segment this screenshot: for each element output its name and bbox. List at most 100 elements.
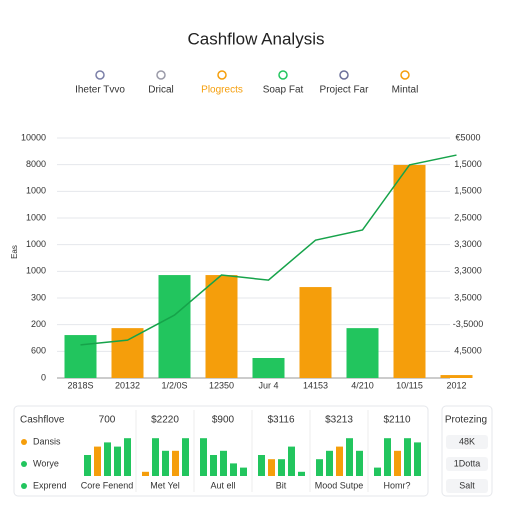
chart-title: Cashflow Analysis	[187, 29, 324, 48]
side-item: 48K	[459, 436, 475, 446]
panel-header: $900	[212, 415, 235, 426]
y2-tick-label: 4,5000	[454, 346, 482, 356]
summary-legend-marker	[21, 439, 27, 445]
mini-bar	[84, 455, 91, 476]
mini-bar	[162, 450, 169, 476]
side-pill	[446, 435, 488, 449]
x-tick-label: 2818S	[67, 380, 93, 390]
y-tick-label: 10000	[21, 132, 46, 142]
panel-label: Mood Sutpe	[315, 480, 364, 490]
panel-header: $3213	[325, 415, 353, 426]
mini-bar	[114, 446, 121, 476]
panel-header: $2220	[151, 415, 179, 426]
legend-label: Plogrects	[201, 85, 243, 96]
side-item: Salt	[459, 480, 475, 490]
bar	[393, 164, 426, 378]
legend-marker	[156, 70, 166, 80]
legend-label: Iheter Tvvo	[75, 85, 125, 96]
mini-bar	[414, 442, 421, 476]
y-tick-label: 1000	[26, 186, 46, 196]
y-tick-label: 8000	[26, 159, 46, 169]
mini-bar	[220, 450, 227, 476]
mini-bar	[240, 467, 247, 476]
bar	[64, 335, 97, 378]
y-tick-label: 0	[41, 372, 46, 382]
mini-bar	[124, 438, 131, 476]
x-tick-label: 4/210	[351, 380, 374, 390]
x-tick-label: 2012	[446, 380, 466, 390]
summary-legend-marker	[21, 461, 27, 467]
mini-bar	[394, 450, 401, 476]
mini-bar	[356, 450, 363, 476]
legend-marker	[217, 70, 227, 80]
legend-marker	[95, 70, 105, 80]
x-tick-label: 10/115	[396, 380, 423, 390]
legend-marker	[339, 70, 349, 80]
mini-bar	[374, 467, 381, 476]
mini-bar	[316, 459, 323, 476]
summary-legend-label: Dansis	[33, 436, 61, 446]
mini-bar	[152, 438, 159, 476]
summary-legend-marker	[21, 483, 27, 489]
mini-bar	[94, 446, 101, 476]
summary-legend-label: Worye	[33, 458, 59, 468]
x-tick-label: 1/2/0S	[161, 380, 187, 390]
bar	[111, 328, 144, 378]
mini-bar	[230, 463, 237, 476]
y2-tick-label: 2,5000	[454, 212, 482, 222]
side-pill	[446, 457, 488, 471]
y2-tick-label: 3,5000	[454, 292, 482, 302]
side-card	[441, 405, 493, 497]
bar	[346, 328, 379, 378]
mini-bar	[268, 459, 275, 476]
panel-header: $3116	[267, 415, 295, 426]
panel-label: Aut ell	[210, 480, 235, 490]
x-tick-label: Jur 4	[258, 380, 278, 390]
legend-label: Mintal	[392, 85, 419, 96]
mini-bar	[336, 446, 343, 476]
mini-bar	[384, 438, 391, 476]
mini-bar	[104, 442, 111, 476]
panel-label: Homr?	[383, 480, 410, 490]
mini-bar	[210, 455, 217, 476]
legend-marker	[278, 70, 288, 80]
y-axis-label: Eas	[10, 245, 19, 259]
y-tick-label: 1000	[26, 239, 46, 249]
bar	[252, 358, 285, 378]
mini-bar	[278, 459, 285, 476]
y2-tick-label: -3,5000	[453, 319, 484, 329]
mini-bar	[288, 446, 295, 476]
mini-bar	[200, 438, 207, 476]
panel-label: Met Yel	[150, 480, 180, 490]
mini-bar	[346, 438, 353, 476]
mini-bar	[298, 471, 305, 476]
y2-tick-label: 3,3000	[454, 239, 482, 249]
y-tick-label: 600	[31, 346, 46, 356]
mini-bar	[182, 438, 189, 476]
y2-tick-label: 1,5000	[454, 186, 482, 196]
x-tick-label: 12350	[209, 380, 234, 390]
panel-label: Bit	[276, 480, 287, 490]
y2-tick-label: €5000	[455, 132, 480, 142]
x-tick-label: 14153	[303, 380, 328, 390]
bar	[158, 275, 191, 378]
bar	[440, 375, 473, 378]
mini-bar	[142, 471, 149, 476]
mini-bar	[404, 438, 411, 476]
y2-tick-label: 1,5000	[454, 159, 482, 169]
panel-label: Core Fenend	[81, 480, 134, 490]
legend-marker	[400, 70, 410, 80]
side-title: Protezing	[445, 415, 487, 426]
bar	[205, 275, 238, 378]
side-item: 1Dotta	[454, 458, 481, 468]
mini-bar	[258, 455, 265, 476]
y2-tick-label: 3,3000	[454, 266, 482, 276]
side-pill	[446, 479, 488, 493]
legend-label: Soap Fat	[263, 85, 304, 96]
summary-legend-label: Exprend	[33, 480, 67, 490]
legend-label: Drical	[148, 85, 174, 96]
panel-header: $2110	[383, 415, 411, 426]
x-tick-label: 20132	[115, 380, 140, 390]
panel-header: 700	[99, 415, 116, 426]
